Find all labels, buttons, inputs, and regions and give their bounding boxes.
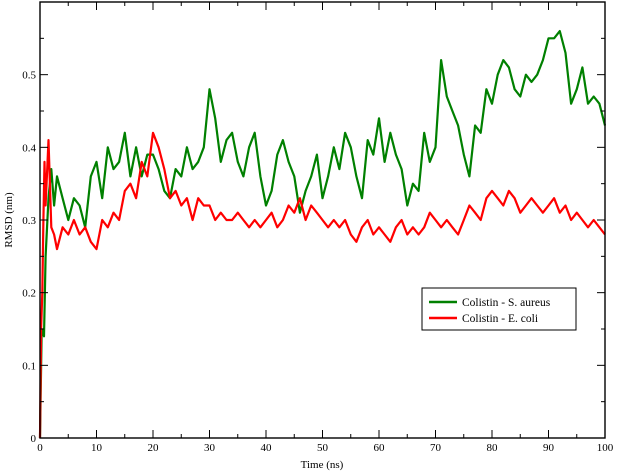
y-tick-label: 0.4 <box>22 142 36 154</box>
x-tick-label: 80 <box>487 442 499 454</box>
x-tick-label: 0 <box>37 442 43 454</box>
y-tick-label: 0 <box>31 433 37 445</box>
legend-label-e-coli: Colistin - E. coli <box>462 313 538 325</box>
y-tick-label: 0.3 <box>22 215 36 227</box>
legend: Colistin - S. aureus Colistin - E. coli <box>421 287 577 331</box>
ticks-layer: 0 10 20 30 40 50 60 70 80 90 100 0 0.1 0.2 0.3 0.4 0.5 <box>22 2 614 454</box>
x-axis-label: Time (ns) <box>301 459 344 471</box>
series-layer <box>38 30 607 439</box>
legend-label-s-aureus: Colistin - S. aureus <box>462 297 551 309</box>
x-tick-label: 90 <box>543 442 555 454</box>
x-tick-label: 70 <box>430 442 442 454</box>
y-axis-label: RMSD (nm) <box>3 192 15 248</box>
y-tick-label: 0.2 <box>22 288 36 300</box>
x-tick-label: 40 <box>261 442 273 454</box>
legend-box <box>421 287 577 331</box>
y-tick-label: 0.1 <box>22 360 36 372</box>
y-tick-label: 0.5 <box>22 70 36 82</box>
series-line-e-coli <box>38 131 606 439</box>
x-tick-label: 50 <box>317 442 329 454</box>
x-tick-label: 30 <box>204 442 216 454</box>
x-tick-label: 10 <box>91 442 103 454</box>
series-line-s-aureus <box>38 30 607 439</box>
x-tick-label: 100 <box>597 442 614 454</box>
x-tick-label: 60 <box>374 442 386 454</box>
x-tick-label: 20 <box>148 442 160 454</box>
